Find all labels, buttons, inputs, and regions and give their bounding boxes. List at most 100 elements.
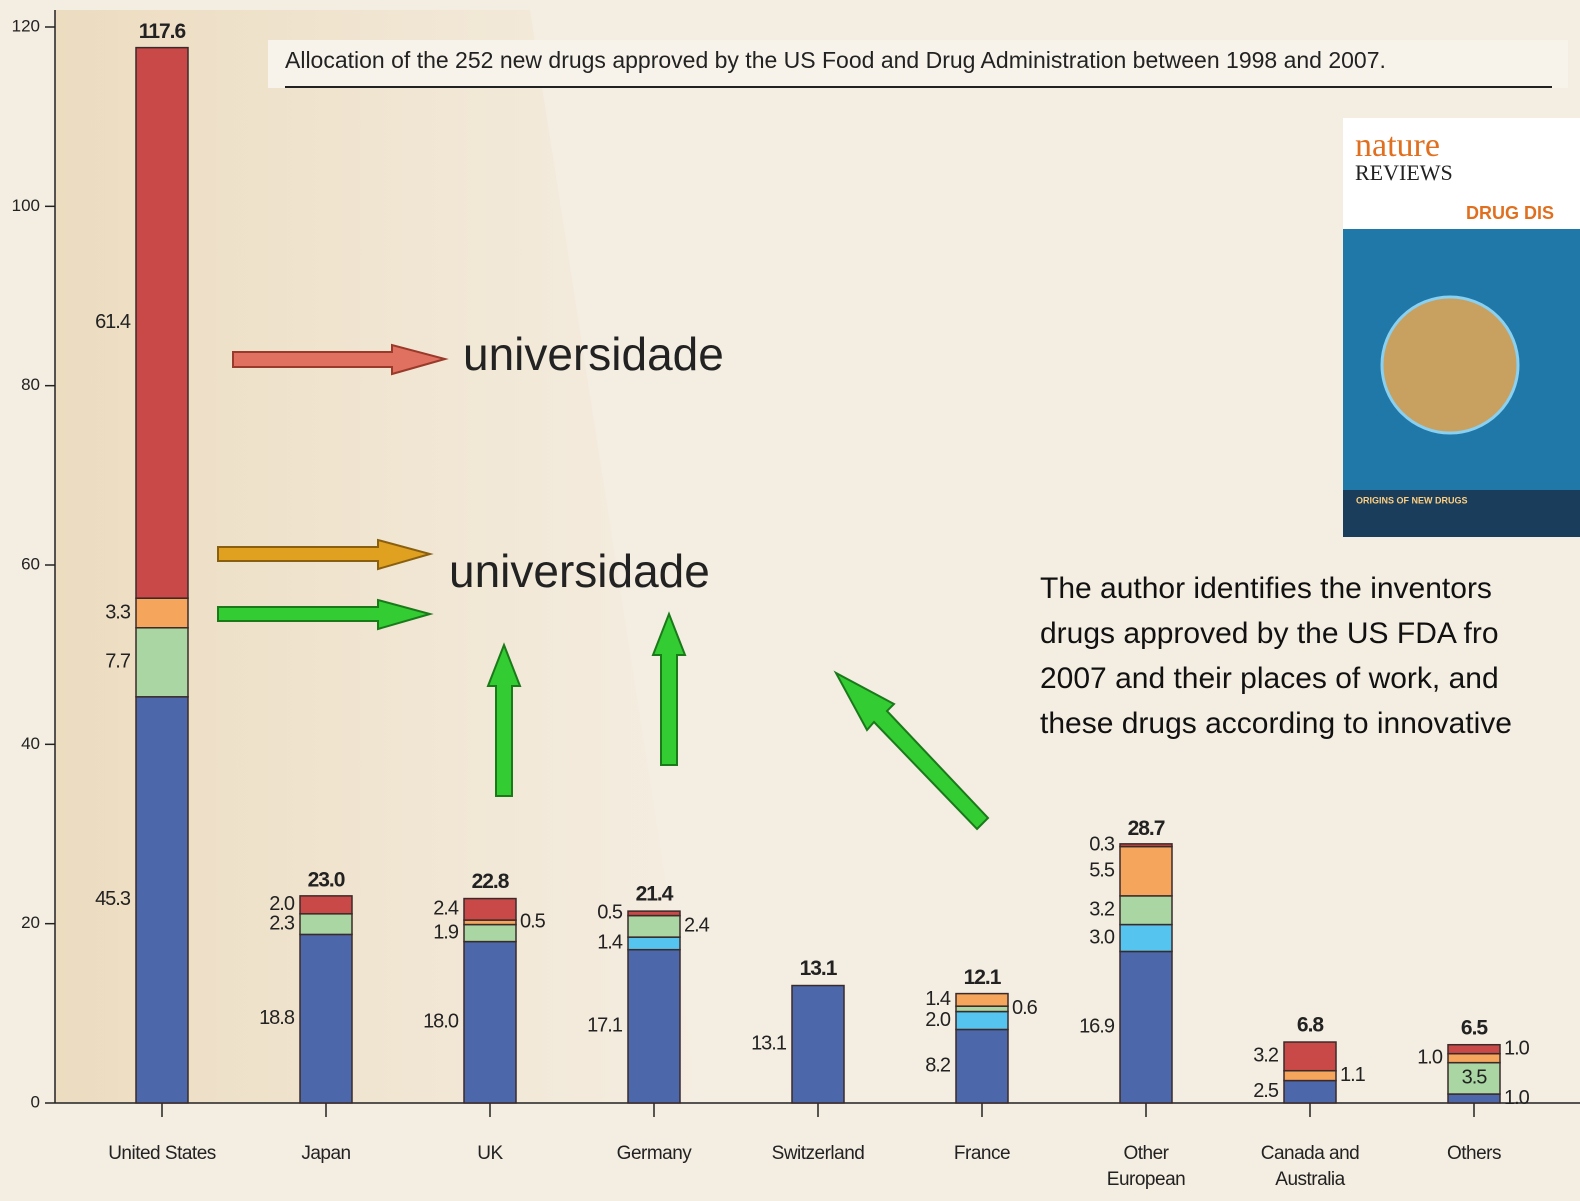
value-label: 2.4: [684, 915, 710, 937]
y-tick-label: 40: [21, 734, 40, 753]
cover-text: nature: [1355, 127, 1440, 164]
total-label: 21.4: [636, 883, 674, 906]
description: The author identifies the inventors drug…: [1040, 566, 1580, 746]
cover-band: [1343, 490, 1580, 537]
value-label: 1.9: [433, 921, 459, 943]
bar-segment: [299, 895, 353, 915]
value-label: 3.5: [1462, 1067, 1488, 1089]
bar-segment: [135, 627, 189, 698]
description-line: drugs approved by the US FDA fro: [1040, 617, 1499, 650]
value-label: 5.5: [1089, 859, 1115, 881]
bar-segment: [955, 1028, 1009, 1104]
total-label: 13.1: [800, 957, 838, 980]
value-label: 1.0: [1504, 1087, 1530, 1109]
bar-segment: [135, 696, 189, 1104]
bar-segment: [955, 1005, 1009, 1013]
cover-text: REVIEWS: [1355, 160, 1453, 185]
bar-segment: [1283, 1041, 1337, 1072]
bar-segment: [1447, 1093, 1501, 1104]
value-label: 2.3: [269, 912, 295, 934]
value-label: 3.3: [105, 601, 131, 623]
value-label: 8.2: [925, 1055, 951, 1077]
bar-segment: [627, 914, 681, 938]
arrow: [217, 538, 434, 571]
bar-segment: [1283, 1069, 1337, 1082]
total-label: 23.0: [308, 868, 345, 891]
y-tick-label: 100: [12, 196, 40, 215]
bar-segment: [299, 913, 353, 936]
arrow: [232, 343, 449, 376]
bar-segment: [1447, 1052, 1501, 1064]
bar-segment: [463, 923, 517, 943]
description-line: 2007 and their places of work, and: [1040, 662, 1499, 695]
x-tick-label: France: [953, 1143, 1011, 1164]
description-line: The author identifies the inventors: [1040, 572, 1492, 605]
bar-segment: [1447, 1043, 1501, 1055]
y-tick-label: 60: [21, 554, 40, 573]
value-label: 2.5: [1253, 1080, 1279, 1102]
bar-segment: [627, 948, 681, 1104]
x-tick-label: UK: [477, 1143, 503, 1164]
value-label: 1.4: [597, 932, 623, 954]
total-label: 6.8: [1297, 1014, 1325, 1037]
cover-text: DRUG DIS: [1466, 203, 1554, 223]
total-label: 22.8: [472, 870, 510, 893]
value-label: 45.3: [95, 888, 131, 910]
value-label: 1.0: [1417, 1046, 1443, 1068]
y-tick-label: 80: [21, 375, 40, 394]
bar-segment: [955, 1010, 1009, 1031]
value-label: 2.0: [925, 1009, 951, 1031]
value-label: 0.5: [520, 911, 546, 933]
value-label: 16.9: [1079, 1016, 1115, 1038]
bar-segment: [627, 936, 681, 951]
value-label: 1.4: [925, 988, 951, 1010]
bar-segment: [1283, 1079, 1337, 1104]
bar-segment: [135, 597, 189, 629]
annotation: universidade: [449, 545, 710, 597]
value-label: 1.1: [1340, 1064, 1366, 1086]
bar-segment: [627, 910, 681, 917]
total-label: 117.6: [139, 20, 186, 43]
bar-segment: [1119, 843, 1173, 848]
value-label: 3.2: [1089, 898, 1115, 920]
cover-text: ORIGINS OF NEW DRUGS: [1356, 495, 1468, 505]
title-box: [268, 40, 1568, 88]
arrow: [217, 598, 434, 631]
arrow: [651, 611, 687, 766]
bar-segment: [1447, 1061, 1501, 1095]
bar-segment: [1119, 845, 1173, 897]
bar-segment: [1119, 895, 1173, 926]
value-label: 18.8: [259, 1007, 295, 1029]
y-tick-label: 120: [12, 16, 40, 35]
bar-segment: [1119, 923, 1173, 953]
y-tick-label: 20: [21, 913, 40, 932]
value-label: 2.4: [433, 898, 459, 920]
chart-title: Allocation of the 252 new drugs approved…: [285, 47, 1386, 73]
value-label: 3.0: [1089, 926, 1115, 948]
bar-segment: [135, 46, 189, 599]
total-label: 12.1: [964, 966, 1002, 989]
bar-segment: [463, 940, 517, 1104]
value-label: 0.5: [597, 902, 623, 924]
y-tick-label: 0: [31, 1092, 40, 1111]
x-tick-label: Others: [1446, 1143, 1502, 1164]
value-label: 13.1: [751, 1033, 787, 1055]
x-tick-label: Japan: [301, 1143, 351, 1164]
x-tick-label: United States: [108, 1143, 216, 1164]
value-label: 18.0: [423, 1011, 459, 1033]
total-label: 6.5: [1461, 1016, 1489, 1039]
bar-segment: [1119, 950, 1173, 1104]
value-label: 1.0: [1504, 1037, 1530, 1059]
x-tick-label: Germany: [616, 1143, 692, 1164]
x-tick-label: Other European: [1106, 1143, 1186, 1190]
description-line: these drugs according to innovative: [1040, 707, 1512, 740]
value-label: 2.0: [269, 893, 295, 915]
value-label: 3.2: [1253, 1045, 1279, 1067]
value-label: 0.6: [1012, 997, 1038, 1019]
bar-segment: [791, 984, 845, 1104]
total-label: 28.7: [1128, 817, 1165, 840]
bar-segment: [463, 897, 517, 921]
value-label: 17.1: [587, 1015, 623, 1037]
